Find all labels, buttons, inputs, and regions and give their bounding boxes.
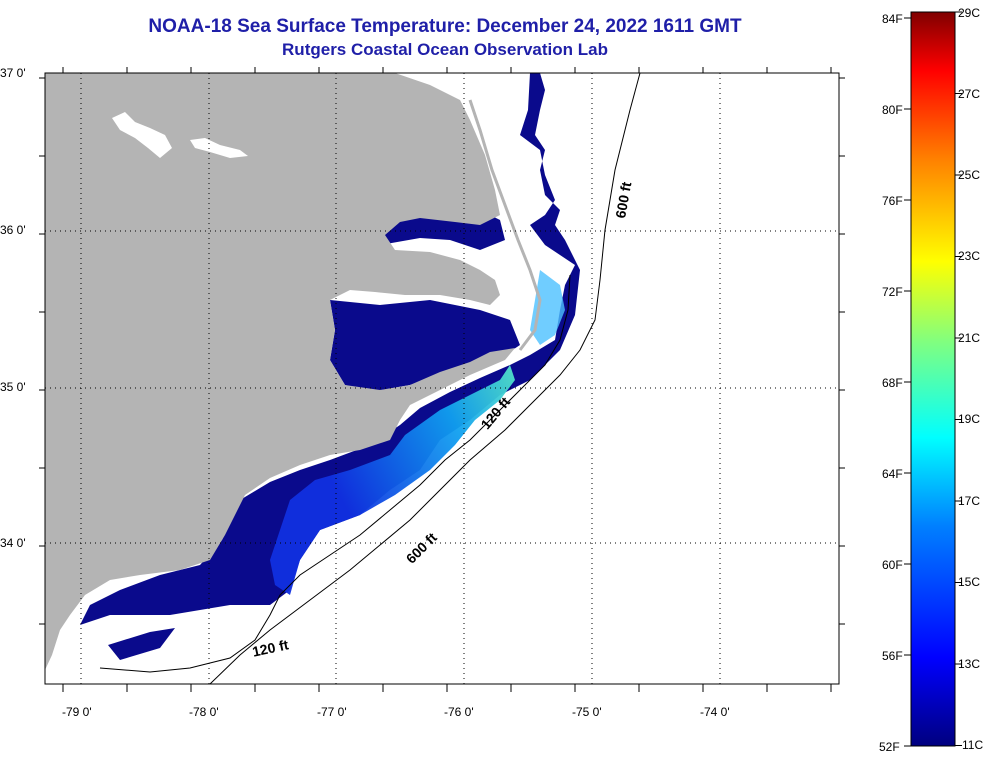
colorbar-label-c: 19C	[958, 412, 981, 426]
lon-label: -74 0'	[700, 705, 730, 719]
contour-120ft	[99, 274, 571, 673]
bathymetry-contours	[99, 73, 641, 684]
colorbar-label-f: 76F	[882, 194, 903, 208]
colorbar-label-c: 27C	[958, 87, 981, 101]
map-title: NOAA-18 Sea Surface Temperature: Decembe…	[148, 16, 742, 37]
lon-label: -77 0'	[317, 705, 347, 719]
colorbar-label-c: 13C	[958, 657, 981, 671]
colorbar-label-c: 25C	[958, 168, 981, 182]
lat-label: 34 0'	[0, 536, 26, 550]
map-subtitle: Rutgers Coastal Ocean Observation Lab	[282, 40, 608, 59]
graticule	[45, 72, 839, 684]
colorbar-label-f: 56F	[882, 649, 903, 663]
colorbar	[910, 11, 956, 747]
land-mass	[45, 73, 515, 670]
colorbar-label-f: 60F	[882, 558, 903, 572]
colorbar-label-c: 17C	[958, 494, 981, 508]
lat-label: 37 0'	[0, 66, 26, 80]
colorbar-label-c: 21C	[958, 331, 981, 345]
lon-label: -75 0'	[572, 705, 602, 719]
colorbar-label-c: 29C	[958, 6, 981, 20]
lat-label: 35 0'	[0, 380, 26, 394]
colorbar-label-c: 15C	[958, 575, 981, 589]
lat-label: 36 0'	[0, 223, 26, 237]
colorbar-label-f: 72F	[882, 285, 903, 299]
colorbar-label-f: 84F	[882, 12, 903, 26]
lon-label: -78 0'	[189, 705, 219, 719]
contour-600ft	[209, 73, 641, 684]
colorbar-label-c: 23C	[958, 249, 981, 263]
colorbar-label-f: 52F	[879, 740, 900, 754]
colorbar-label-f: 80F	[882, 103, 903, 117]
lon-label: -79 0'	[62, 705, 92, 719]
colorbar-label-c: 11C	[962, 738, 984, 752]
nearshore-warm-band	[270, 365, 515, 595]
lon-label: -76 0'	[444, 705, 474, 719]
colorbar-label-f: 68F	[882, 376, 903, 390]
colorbar-label-f: 64F	[882, 467, 903, 481]
